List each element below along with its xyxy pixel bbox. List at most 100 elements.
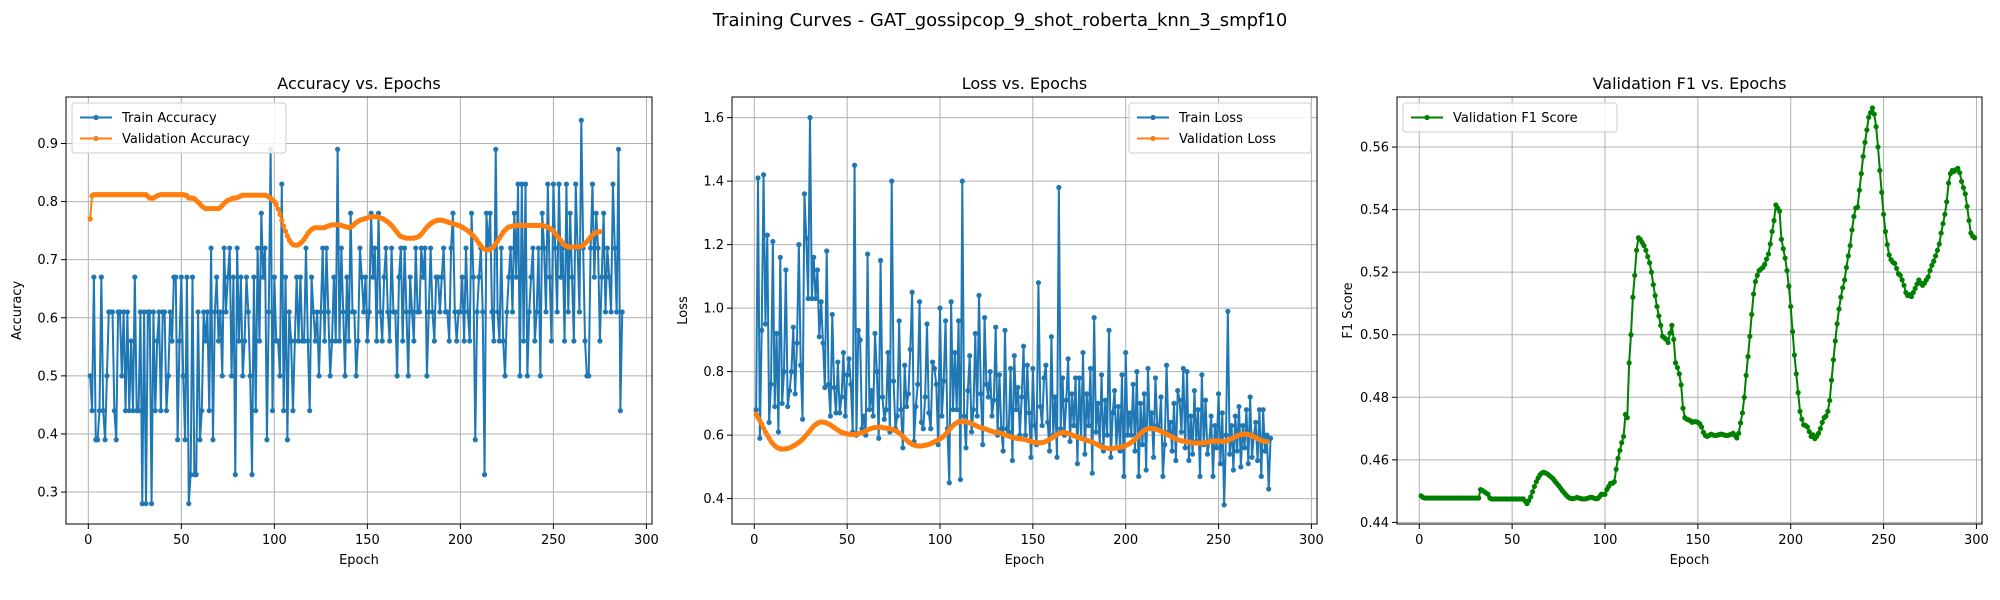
data-point — [251, 274, 257, 280]
data-point — [1048, 334, 1055, 340]
data-point — [1266, 486, 1272, 492]
data-point — [822, 384, 828, 391]
data-point — [483, 210, 490, 216]
data-point — [245, 309, 251, 315]
data-point — [1736, 430, 1742, 436]
data-point — [909, 289, 915, 295]
data-point — [335, 146, 341, 152]
data-point — [491, 338, 497, 344]
data-point — [1134, 369, 1140, 375]
data-point — [1739, 410, 1746, 416]
data-point — [316, 373, 322, 379]
data-point — [1671, 336, 1677, 343]
data-point — [788, 369, 795, 375]
data-point — [1741, 394, 1747, 400]
data-point — [1132, 448, 1138, 454]
data-point — [1960, 185, 1967, 191]
data-point — [1059, 375, 1066, 381]
data-point — [1202, 397, 1209, 403]
data-point — [1256, 407, 1263, 413]
data-point — [524, 373, 530, 379]
data-point — [790, 324, 796, 330]
data-point — [1864, 127, 1870, 133]
data-point — [1804, 424, 1811, 430]
data-point — [1654, 303, 1660, 310]
data-point — [1026, 410, 1032, 416]
data-point — [766, 419, 772, 426]
data-point — [513, 274, 519, 280]
data-point — [275, 338, 281, 344]
data-point — [1529, 489, 1536, 495]
x-tick-label: 0 — [1415, 533, 1423, 548]
data-point — [1680, 405, 1686, 411]
data-point — [288, 338, 294, 344]
data-point — [1650, 282, 1656, 288]
data-point — [1871, 111, 1877, 117]
data-point — [824, 248, 830, 254]
data-point — [1652, 293, 1658, 299]
data-point — [467, 338, 473, 344]
data-point — [297, 274, 303, 280]
data-point — [1776, 208, 1783, 214]
data-point — [803, 235, 809, 241]
data-point — [422, 245, 428, 251]
data-point — [188, 472, 194, 478]
data-point — [1840, 285, 1846, 291]
data-point — [87, 373, 93, 379]
data-point — [954, 407, 960, 413]
data-point — [500, 338, 506, 344]
data-point — [394, 373, 400, 379]
data-point — [282, 228, 289, 234]
legend: Train Accuracy Validation Accuracy — [71, 102, 287, 154]
data-point — [318, 309, 324, 315]
data-point — [556, 181, 562, 187]
data-point — [1258, 473, 1264, 479]
data-point — [271, 274, 277, 280]
data-point — [234, 245, 240, 251]
data-point — [431, 338, 437, 344]
data-point — [305, 338, 311, 344]
data-point — [868, 388, 874, 394]
data-point — [885, 349, 891, 356]
data-point — [851, 162, 858, 168]
data-point — [617, 408, 623, 414]
data-point — [197, 437, 203, 443]
data-point — [87, 216, 93, 222]
data-point — [208, 245, 214, 251]
data-point — [760, 172, 767, 178]
axes-frame — [1396, 96, 1983, 525]
data-point — [978, 391, 984, 397]
data-point — [1111, 388, 1118, 394]
data-point — [1791, 352, 1798, 358]
data-point — [454, 338, 460, 344]
data-point — [180, 373, 186, 379]
data-point — [388, 245, 395, 251]
data-point — [1908, 293, 1915, 300]
x-tick-label: 0 — [750, 533, 758, 548]
data-point — [931, 365, 938, 372]
data-point — [1676, 371, 1682, 377]
data-point — [526, 309, 532, 315]
data-point — [816, 334, 822, 340]
data-point — [446, 338, 452, 344]
data-point — [247, 373, 253, 379]
data-point — [879, 394, 886, 400]
data-point — [972, 330, 978, 337]
data-point — [493, 146, 499, 152]
data-point — [96, 408, 103, 414]
data-point — [465, 309, 471, 315]
data-point — [1630, 294, 1636, 300]
data-point — [1189, 451, 1196, 457]
data-point — [606, 274, 612, 280]
data-point — [301, 338, 307, 344]
data-point — [152, 408, 158, 414]
data-point — [1150, 454, 1157, 460]
data-point — [1000, 448, 1006, 454]
data-point — [126, 408, 132, 414]
data-point — [182, 437, 188, 443]
data-point — [991, 397, 997, 403]
data-point — [407, 274, 413, 280]
data-point — [1037, 403, 1043, 410]
data-point — [1249, 454, 1255, 460]
subplot-f1: 0 50 100 150 200 250 300 0.44 0.46 0.48 0.50 0.52 0.… — [1341, 74, 1989, 568]
